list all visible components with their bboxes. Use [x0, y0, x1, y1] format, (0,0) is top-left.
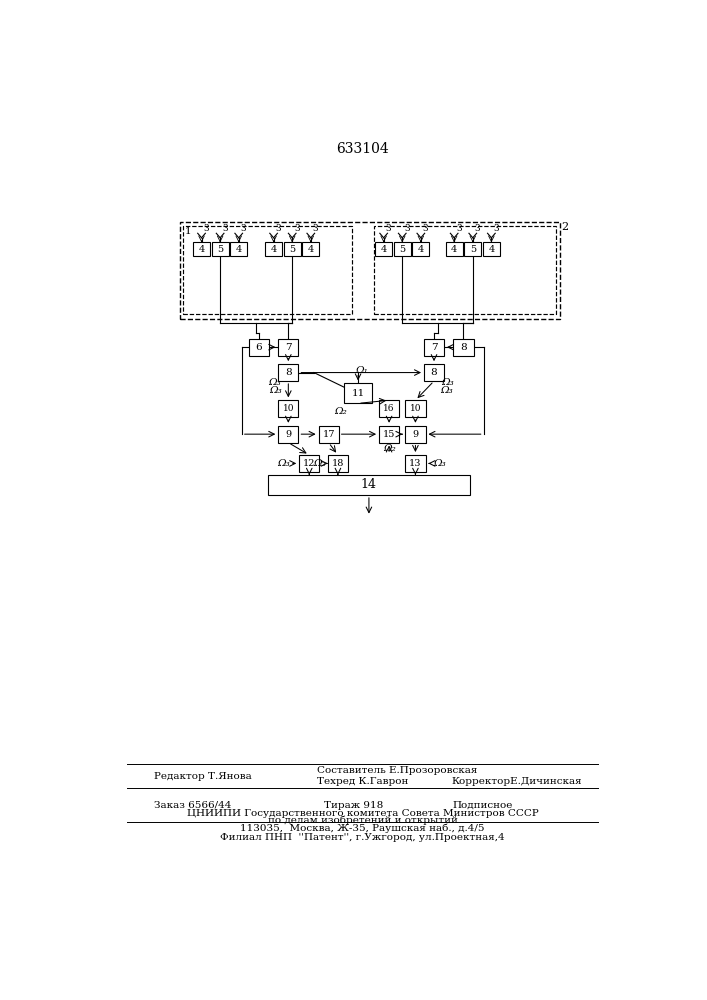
Bar — [183, 226, 352, 314]
Text: Заказ 6566/44: Заказ 6566/44 — [154, 801, 232, 810]
Text: Филиал ПНП  ''Патент'', г.Ужгород, ул.Проектная,4: Филиал ПНП ''Патент'', г.Ужгород, ул.Про… — [221, 833, 505, 842]
Text: 5: 5 — [289, 245, 296, 254]
Text: 7: 7 — [285, 343, 292, 352]
Text: Ω₃: Ω₃ — [442, 378, 455, 387]
Bar — [319, 426, 339, 443]
Text: 16: 16 — [383, 404, 395, 413]
Text: ЦНИИПИ Государственного комитета Совета Министров СССР: ЦНИИПИ Государственного комитета Совета … — [187, 808, 539, 818]
Bar — [405, 426, 426, 443]
Text: Составитель Е.Прозоровская: Составитель Е.Прозоровская — [317, 766, 477, 775]
Bar — [464, 242, 481, 256]
Bar — [373, 226, 556, 314]
Text: Ω₂: Ω₂ — [334, 407, 346, 416]
Text: 8: 8 — [285, 368, 292, 377]
Bar — [375, 242, 392, 256]
Bar — [344, 383, 372, 403]
Text: 3: 3 — [493, 224, 499, 233]
Bar — [328, 455, 348, 472]
Text: 113035,  Москва, Ж-35, Раушская наб., д.4/5: 113035, Москва, Ж-35, Раушская наб., д.4… — [240, 824, 485, 833]
Text: 2: 2 — [561, 222, 568, 232]
Text: по делам изобретений и открытий: по делам изобретений и открытий — [268, 816, 457, 825]
Bar — [303, 242, 320, 256]
Bar — [279, 400, 298, 417]
Text: Ω₃: Ω₃ — [268, 378, 281, 387]
Bar — [249, 339, 269, 356]
Bar — [412, 242, 429, 256]
Bar — [279, 426, 298, 443]
Text: Ω₂: Ω₂ — [313, 459, 326, 468]
Bar — [394, 242, 411, 256]
Text: Ω₃: Ω₃ — [440, 386, 452, 395]
Bar — [453, 339, 474, 356]
Bar — [445, 242, 462, 256]
Text: 633104: 633104 — [337, 142, 389, 156]
Text: 18: 18 — [332, 459, 344, 468]
Text: 5: 5 — [399, 245, 405, 254]
Text: 7: 7 — [431, 343, 438, 352]
Text: 3: 3 — [222, 224, 228, 233]
Text: 3: 3 — [276, 224, 281, 233]
Text: 3: 3 — [423, 224, 428, 233]
Text: Ω₃: Ω₃ — [277, 459, 290, 468]
Text: 4: 4 — [308, 245, 314, 254]
Text: Редактор Т.Янова: Редактор Т.Янова — [154, 772, 252, 781]
Text: 11: 11 — [351, 389, 365, 398]
Bar — [424, 364, 444, 381]
Text: Техред К.Гаврон: Техред К.Гаврон — [317, 777, 409, 786]
Text: 3: 3 — [385, 224, 391, 233]
Text: 10: 10 — [409, 404, 421, 413]
Text: 3: 3 — [474, 224, 480, 233]
Text: 14: 14 — [361, 478, 377, 491]
Text: 5: 5 — [469, 245, 476, 254]
Bar — [483, 242, 500, 256]
Text: 8: 8 — [460, 343, 467, 352]
Text: 1: 1 — [185, 227, 191, 236]
Text: 6: 6 — [255, 343, 262, 352]
Text: 4: 4 — [489, 245, 494, 254]
Bar — [265, 242, 282, 256]
Text: КорректорЕ.Дичинская: КорректорЕ.Дичинская — [451, 777, 582, 786]
Text: 15: 15 — [383, 430, 395, 439]
Bar — [424, 339, 444, 356]
Text: 8: 8 — [431, 368, 438, 377]
Text: 3: 3 — [294, 224, 300, 233]
Bar — [299, 455, 320, 472]
Text: 4: 4 — [380, 245, 387, 254]
Text: 4: 4 — [418, 245, 424, 254]
Bar — [405, 400, 426, 417]
Text: Тираж 918: Тираж 918 — [324, 801, 383, 810]
Text: 3: 3 — [404, 224, 410, 233]
Text: 4: 4 — [451, 245, 457, 254]
Bar — [284, 242, 300, 256]
Text: 4: 4 — [271, 245, 276, 254]
Text: 13: 13 — [409, 459, 421, 468]
Bar — [279, 339, 298, 356]
Text: 9: 9 — [412, 430, 419, 439]
Text: 4: 4 — [235, 245, 242, 254]
Text: 3: 3 — [456, 224, 462, 233]
Text: 12: 12 — [303, 459, 315, 468]
Bar — [379, 426, 399, 443]
Bar — [279, 364, 298, 381]
Text: Ω₃: Ω₃ — [269, 386, 282, 395]
Bar — [268, 475, 469, 495]
Text: Подписное: Подписное — [452, 801, 513, 810]
Text: 17: 17 — [322, 430, 335, 439]
Bar — [405, 455, 426, 472]
Text: 10: 10 — [283, 404, 294, 413]
Text: 3: 3 — [312, 224, 318, 233]
Text: Ω₁: Ω₁ — [356, 366, 368, 375]
Text: 4: 4 — [199, 245, 204, 254]
Text: 5: 5 — [217, 245, 223, 254]
Bar — [211, 242, 228, 256]
Text: 3: 3 — [240, 224, 246, 233]
Bar — [230, 242, 247, 256]
Bar — [193, 242, 210, 256]
Text: Ω₂: Ω₂ — [382, 444, 395, 453]
Text: 9: 9 — [285, 430, 291, 439]
Text: 3: 3 — [204, 224, 209, 233]
Bar — [180, 222, 559, 319]
Text: Ω₃: Ω₃ — [433, 459, 446, 468]
Bar — [379, 400, 399, 417]
